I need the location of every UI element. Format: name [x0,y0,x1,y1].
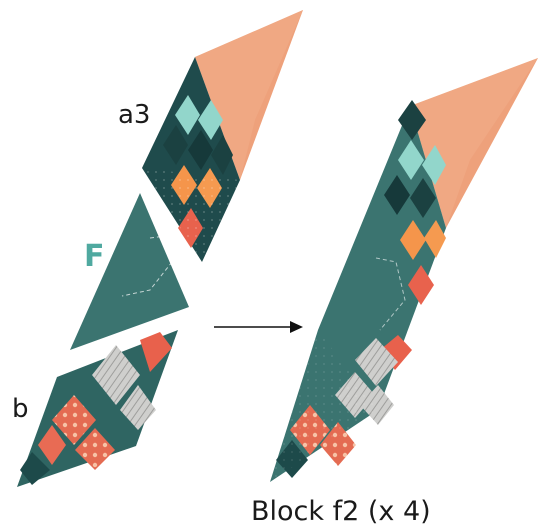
diamond-coral [320,422,356,466]
arrow-head [290,321,303,333]
diamond-aqua [175,95,200,135]
diamond-gray [360,385,394,425]
diamond-coral [140,332,172,372]
arrow [214,321,303,333]
diamond-orange [400,220,426,260]
diamond-coral [52,395,96,445]
diamond-teal [384,175,410,215]
diamond-coral [380,335,412,370]
piece-b [17,330,178,487]
label-b: b [12,394,29,424]
diamond-teal [75,428,115,470]
diamond-gray [355,338,398,386]
diamond-gray [120,385,156,430]
diamond-teal [20,452,50,485]
diamond-teal [410,178,436,218]
label-a3: a3 [118,100,151,130]
diamond-teal [398,100,426,140]
diamond-gray [92,345,140,405]
diamond-coral [38,425,66,465]
diamond-orange [424,220,446,258]
diamond-teal [188,130,213,170]
piece-F [70,193,189,350]
diamond-aqua [198,100,223,140]
block-f2 [270,58,538,482]
diamond-coral [408,265,434,305]
piece-a3 [142,10,303,262]
diamond-teal [211,135,233,175]
caption: Block f2 (x 4) [251,496,431,527]
teal-triangle [70,193,189,350]
label-F: F [84,239,105,274]
diamond-teal [163,125,188,165]
diamond-aqua [422,145,446,185]
diamond-aqua [398,140,424,180]
